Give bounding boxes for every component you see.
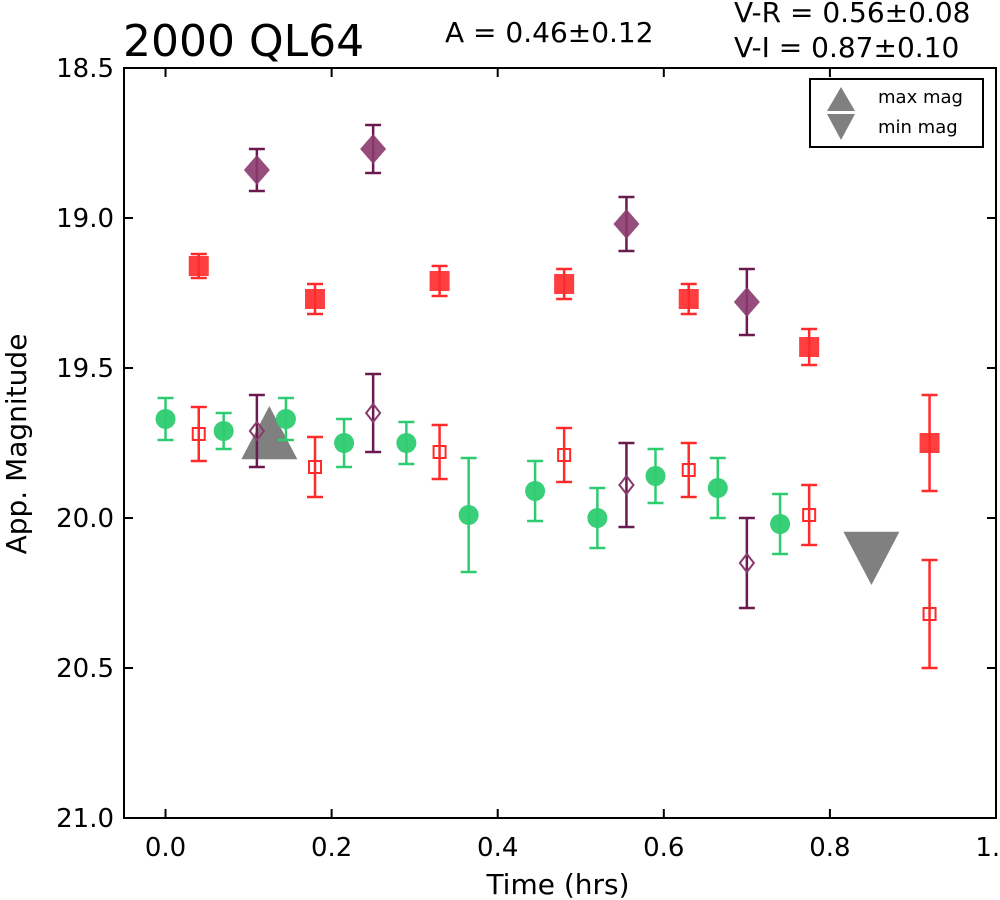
x-tick-label: 0.4 bbox=[477, 833, 518, 863]
y-tick-label: 20.0 bbox=[56, 504, 114, 534]
data-point-square bbox=[429, 271, 450, 291]
legend: max mag min mag bbox=[809, 78, 984, 148]
data-point-square bbox=[678, 289, 699, 309]
data-point-diamond bbox=[243, 155, 270, 185]
max-mag-marker bbox=[241, 406, 298, 460]
color-index-vi: V-I = 0.87±0.10 bbox=[734, 31, 959, 64]
x-tick-label: 0.6 bbox=[643, 833, 684, 863]
data-point-square bbox=[919, 433, 940, 453]
plot-area bbox=[155, 123, 940, 670]
y-tick-label: 20.5 bbox=[56, 654, 114, 684]
y-tick-label: 19.0 bbox=[56, 204, 114, 234]
data-point-circle bbox=[587, 508, 608, 528]
x-tick-label: 0.0 bbox=[145, 833, 186, 863]
data-point-diamond bbox=[613, 209, 640, 239]
legend-max-mag-marker bbox=[827, 87, 855, 111]
data-point-circle bbox=[275, 409, 296, 429]
axes: 0.0 0.2 0.4 0.6 0.8 1.0 18.5 19.0 19.5 20.0 20.5 21… bbox=[56, 54, 1000, 863]
y-tick-label: 18.5 bbox=[56, 54, 114, 84]
x-tick-label: 0.2 bbox=[311, 833, 352, 863]
data-point-open-square bbox=[802, 508, 817, 522]
data-point-open-square bbox=[191, 427, 206, 441]
data-point-open-diamond bbox=[248, 420, 266, 442]
data-point-circle bbox=[213, 421, 234, 441]
data-point-square bbox=[188, 256, 209, 276]
plot-frame bbox=[123, 67, 997, 819]
data-point-open-square bbox=[922, 607, 937, 621]
data-point-circle bbox=[525, 481, 546, 501]
data-point-circle bbox=[707, 478, 728, 498]
data-point-diamond bbox=[733, 287, 760, 317]
data-point-open-square bbox=[557, 448, 572, 462]
data-point-circle bbox=[396, 433, 417, 453]
legend-min-mag-marker bbox=[827, 114, 855, 140]
color-index-vr: V-R = 0.56±0.08 bbox=[734, 0, 970, 29]
x-axis-label: Time (hrs) bbox=[485, 868, 629, 900]
data-point-square bbox=[305, 289, 326, 309]
y-tick-label: 21.0 bbox=[56, 804, 114, 834]
data-point-open-square bbox=[432, 445, 447, 459]
data-point-square bbox=[799, 337, 820, 357]
y-axis-label: App. Magnitude bbox=[0, 334, 33, 555]
data-point-open-diamond bbox=[618, 474, 635, 496]
data-point-diamond bbox=[360, 134, 387, 164]
chart-title: 2000 QL64 bbox=[123, 16, 364, 67]
data-point-open-diamond bbox=[738, 552, 756, 574]
min-mag-marker bbox=[843, 531, 900, 585]
data-point-square bbox=[554, 274, 575, 294]
data-point-circle bbox=[458, 505, 479, 525]
data-point-circle bbox=[770, 514, 791, 534]
x-tick-label: 1.0 bbox=[975, 833, 1000, 863]
amplitude-annotation: A = 0.46±0.12 bbox=[445, 16, 654, 49]
x-tick-label: 0.8 bbox=[809, 833, 850, 863]
data-point-circle bbox=[334, 433, 355, 453]
data-point-open-square bbox=[681, 463, 696, 477]
y-tick-label: 19.5 bbox=[56, 354, 114, 384]
data-point-circle bbox=[155, 409, 176, 429]
data-point-open-diamond bbox=[364, 402, 382, 424]
legend-min-mag-label: min mag bbox=[878, 117, 958, 138]
legend-max-mag-label: max mag bbox=[878, 87, 963, 108]
data-point-circle bbox=[645, 466, 666, 486]
data-point-open-square bbox=[308, 460, 323, 474]
